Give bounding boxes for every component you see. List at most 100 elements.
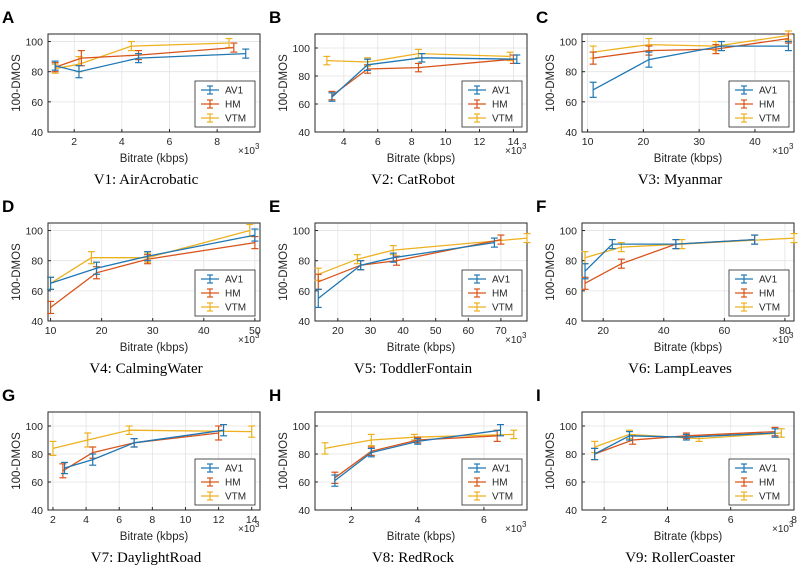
panel-letter: G xyxy=(2,386,15,405)
series-line-av1 xyxy=(317,241,495,299)
x-axis-label: Bitrate (kbps) xyxy=(654,342,723,354)
legend-item-av1: AV1 xyxy=(735,274,778,286)
data-point-errorbar xyxy=(93,261,101,275)
legend-item-av1: AV1 xyxy=(468,463,511,475)
legend-item-av1: AV1 xyxy=(735,463,778,475)
series-line-vtm xyxy=(52,429,252,450)
data-point-errorbar xyxy=(581,251,589,265)
data-point-errorbar xyxy=(357,260,365,271)
x-axis-label: Bitrate (kbps) xyxy=(120,342,189,354)
series-line-vtm xyxy=(54,42,230,70)
y-tick-label: 60 xyxy=(298,99,310,111)
data-point-errorbar xyxy=(777,428,785,438)
data-point-errorbar xyxy=(581,263,589,280)
y-tick-label: 100 xyxy=(292,226,310,238)
data-point-errorbar xyxy=(712,43,720,55)
y-tick-label: 100 xyxy=(25,37,43,49)
legend-item-hm: HM xyxy=(201,477,241,489)
legend-label: HM xyxy=(759,100,775,111)
panel-c: C 10 20 30 40 40 60 80 100 ×103 100-DMOS Bitrate (k… xyxy=(536,8,795,188)
y-tick-label: 60 xyxy=(298,286,310,298)
series-line-hm xyxy=(318,238,502,283)
x-tick-label: 6 xyxy=(728,514,734,526)
data-point-errorbar xyxy=(523,232,531,244)
legend-label: VTM xyxy=(759,114,780,125)
x-tick-label: 60 xyxy=(462,325,474,337)
series-line-hm xyxy=(594,430,776,455)
panel-letter: I xyxy=(536,386,541,405)
series-line-av1 xyxy=(54,52,246,73)
legend-item-av1: AV1 xyxy=(201,85,244,97)
legend: AV1 HM VTM xyxy=(194,269,256,317)
data-point-errorbar xyxy=(47,276,55,290)
data-point-errorbar xyxy=(367,433,375,447)
y-tick-label: 40 xyxy=(298,505,310,517)
series-line-hm xyxy=(50,241,255,308)
x-tick-label: 12 xyxy=(213,514,225,526)
legend-label: AV1 xyxy=(759,275,778,286)
data-point-errorbar xyxy=(215,425,223,441)
legend: AV1 HM VTM xyxy=(728,269,790,317)
data-point-errorbar xyxy=(51,60,59,71)
y-tick-label: 60 xyxy=(565,97,577,109)
x-multiplier-exp: 3 xyxy=(789,331,794,340)
series-line-av1 xyxy=(334,429,501,482)
data-point-errorbar xyxy=(591,447,599,461)
plot-frame xyxy=(314,411,528,511)
series-line-av1 xyxy=(584,238,755,272)
y-tick-label: 100 xyxy=(292,43,310,55)
legend: AV1 HM VTM xyxy=(461,269,523,317)
y-tick-label: 80 xyxy=(298,449,310,461)
y-axis-label: 100-DMOS xyxy=(278,243,290,301)
legend-item-hm: HM xyxy=(468,99,508,111)
series-hm xyxy=(47,235,259,315)
data-point-errorbar xyxy=(717,40,725,52)
legend-label: HM xyxy=(225,289,241,300)
legend-item-av1: AV1 xyxy=(468,274,511,286)
legend-label: AV1 xyxy=(759,86,778,97)
y-axis-label: 100-DMOS xyxy=(278,432,290,490)
y-tick-label: 40 xyxy=(565,316,577,328)
y-tick-label: 60 xyxy=(565,477,577,489)
data-point-errorbar xyxy=(242,48,250,59)
data-point-errorbar xyxy=(61,461,69,475)
data-point-errorbar xyxy=(589,81,597,98)
legend-item-hm: HM xyxy=(468,288,508,300)
x-multiplier-base: ×10 xyxy=(772,524,789,535)
x-tick-label: 4 xyxy=(415,514,421,526)
x-tick-label: 6 xyxy=(116,514,122,526)
data-point-errorbar xyxy=(314,288,322,309)
panel-letter: E xyxy=(269,197,280,216)
x-tick-label: 70 xyxy=(495,325,507,337)
legend-label: VTM xyxy=(759,303,780,314)
legend-label: VTM xyxy=(759,492,780,503)
x-multiplier-base: ×10 xyxy=(238,146,255,157)
x-tick-label: 2 xyxy=(71,136,77,148)
data-point-errorbar xyxy=(248,425,256,438)
legend: AV1 HM VTM xyxy=(194,458,256,506)
data-point-errorbar xyxy=(625,431,633,441)
y-axis-label: 100-DMOS xyxy=(11,432,23,490)
x-tick-label: 8 xyxy=(214,136,220,148)
plot-frame xyxy=(314,33,528,133)
data-point-errorbar xyxy=(125,425,133,435)
legend: AV1 HM VTM xyxy=(194,80,256,128)
data-point-errorbar xyxy=(367,447,375,458)
y-tick-label: 40 xyxy=(565,505,577,517)
panel-caption: V6: LampLeaves xyxy=(628,361,732,377)
data-point-errorbar xyxy=(497,234,505,245)
series-line-hm xyxy=(334,435,498,479)
x-multiplier-label: ×103 xyxy=(772,520,794,535)
data-point-errorbar xyxy=(645,51,653,68)
y-tick-label: 40 xyxy=(31,316,43,328)
legend-item-hm: HM xyxy=(735,99,775,111)
legend-label: AV1 xyxy=(759,464,778,475)
x-tick-label: 8 xyxy=(149,514,155,526)
plot-frame xyxy=(581,222,795,322)
x-multiplier-label: ×103 xyxy=(772,142,794,157)
y-axis-label: 100-DMOS xyxy=(545,243,557,301)
x-multiplier-exp: 3 xyxy=(255,331,260,340)
legend-item-vtm: VTM xyxy=(468,113,513,125)
panel-caption: V5: ToddlerFontain xyxy=(354,361,473,377)
